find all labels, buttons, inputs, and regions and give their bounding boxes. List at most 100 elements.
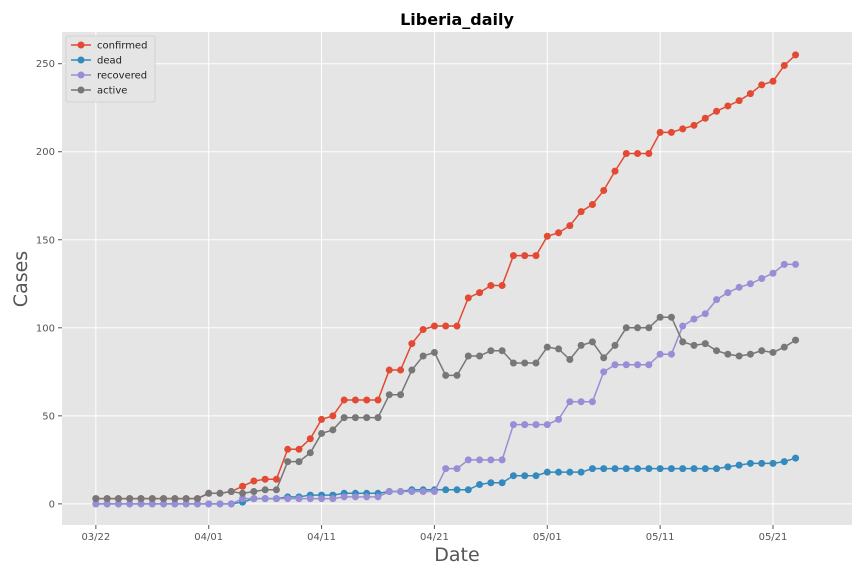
legend-label: active <box>97 86 127 97</box>
active-point <box>679 338 687 346</box>
y-tick-label: 0 <box>49 499 55 510</box>
recovered-point <box>239 495 247 503</box>
x-tick-label: 05/21 <box>759 532 788 543</box>
active-point <box>329 426 337 434</box>
active-point <box>498 347 506 355</box>
active-point <box>735 352 743 360</box>
recovered-point <box>250 495 258 503</box>
legend-label: dead <box>97 56 122 67</box>
confirmed-point <box>521 252 529 260</box>
dead-point <box>453 486 461 494</box>
dead-point <box>577 468 585 476</box>
dead-point <box>634 465 642 473</box>
active-point <box>92 495 100 503</box>
dead-point <box>667 465 675 473</box>
legend-marker <box>77 56 85 64</box>
recovered-point <box>160 500 168 508</box>
recovered-point <box>543 421 551 429</box>
active-point <box>114 495 122 503</box>
recovered-point <box>634 361 642 369</box>
confirmed-point <box>419 326 427 334</box>
confirmed-point <box>645 149 653 157</box>
recovered-point <box>521 421 529 429</box>
recovered-point <box>408 488 416 496</box>
y-tick-label: 100 <box>36 323 55 334</box>
active-point <box>442 371 450 379</box>
x-tick-label: 04/01 <box>194 532 223 543</box>
confirmed-point <box>476 289 484 297</box>
recovered-point <box>566 398 574 406</box>
y-axis-ticks: 0 50 100 150 200 250 <box>36 59 62 510</box>
confirmed-point <box>509 252 517 260</box>
confirmed-point <box>272 475 280 483</box>
confirmed-point <box>464 294 472 302</box>
x-tick-label: 04/11 <box>307 532 336 543</box>
confirmed-point <box>611 167 619 175</box>
active-point <box>385 391 393 399</box>
active-point <box>239 489 247 497</box>
confirmed-point <box>746 90 754 98</box>
confirmed-point <box>453 322 461 330</box>
x-axis-label: Date <box>434 544 479 566</box>
recovered-point <box>92 500 100 508</box>
recovered-point <box>126 500 134 508</box>
active-point <box>160 495 168 503</box>
recovered-point <box>216 500 224 508</box>
y-tick-label: 250 <box>36 59 55 70</box>
legend-marker <box>77 86 85 94</box>
active-point <box>667 313 675 321</box>
active-point <box>430 348 438 356</box>
confirmed-point <box>679 125 687 133</box>
dead-point <box>690 465 698 473</box>
confirmed-point <box>600 186 608 194</box>
recovered-point <box>622 361 630 369</box>
active-point <box>555 345 563 353</box>
active-point <box>509 359 517 367</box>
confirmed-point <box>634 149 642 157</box>
recovered-point <box>656 350 664 358</box>
active-point <box>182 495 190 503</box>
recovered-point <box>487 456 495 464</box>
recovered-point <box>509 421 517 429</box>
y-axis-label: Cases <box>10 251 32 307</box>
confirmed-point <box>758 81 766 89</box>
confirmed-point <box>735 97 743 105</box>
active-point <box>476 352 484 360</box>
dead-point <box>792 454 800 462</box>
recovered-point <box>667 350 675 358</box>
dead-point <box>713 465 721 473</box>
recovered-point <box>701 310 709 318</box>
recovered-point <box>453 465 461 473</box>
recovered-point <box>476 456 484 464</box>
confirmed-point <box>442 322 450 330</box>
dead-point <box>543 468 551 476</box>
active-point <box>656 313 664 321</box>
active-point <box>645 324 653 332</box>
confirmed-point <box>780 61 788 69</box>
active-point <box>419 352 427 360</box>
recovered-point <box>182 500 190 508</box>
recovered-point <box>295 495 303 503</box>
recovered-point <box>611 361 619 369</box>
active-point <box>193 495 201 503</box>
x-tick-label: 03/22 <box>81 532 110 543</box>
confirmed-point <box>295 445 303 453</box>
recovered-point <box>464 456 472 464</box>
active-point <box>137 495 145 503</box>
confirmed-point <box>430 322 438 330</box>
recovered-point <box>318 495 326 503</box>
recovered-point <box>329 495 337 503</box>
recovered-point <box>385 488 393 496</box>
recovered-point <box>103 500 111 508</box>
confirmed-point <box>588 201 596 209</box>
recovered-point <box>430 488 438 496</box>
dead-point <box>487 479 495 487</box>
dead-point <box>532 472 540 480</box>
confirmed-point <box>363 396 371 404</box>
confirmed-point <box>351 396 359 404</box>
active-point <box>622 324 630 332</box>
recovered-point <box>419 488 427 496</box>
confirmed-point <box>385 366 393 374</box>
dead-point <box>476 481 484 488</box>
recovered-point <box>679 322 687 330</box>
